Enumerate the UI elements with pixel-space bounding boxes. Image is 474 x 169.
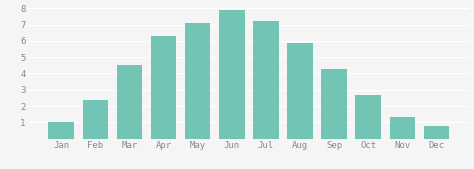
Bar (117, 65, 142, 139)
Bar (390, 117, 415, 139)
Bar (185, 23, 210, 139)
Bar (151, 36, 176, 139)
Bar (356, 95, 381, 139)
Bar (321, 69, 347, 139)
Bar (424, 126, 449, 139)
Bar (48, 122, 74, 139)
Bar (82, 100, 108, 139)
Bar (253, 21, 279, 139)
Bar (287, 43, 313, 139)
Bar (219, 10, 245, 139)
